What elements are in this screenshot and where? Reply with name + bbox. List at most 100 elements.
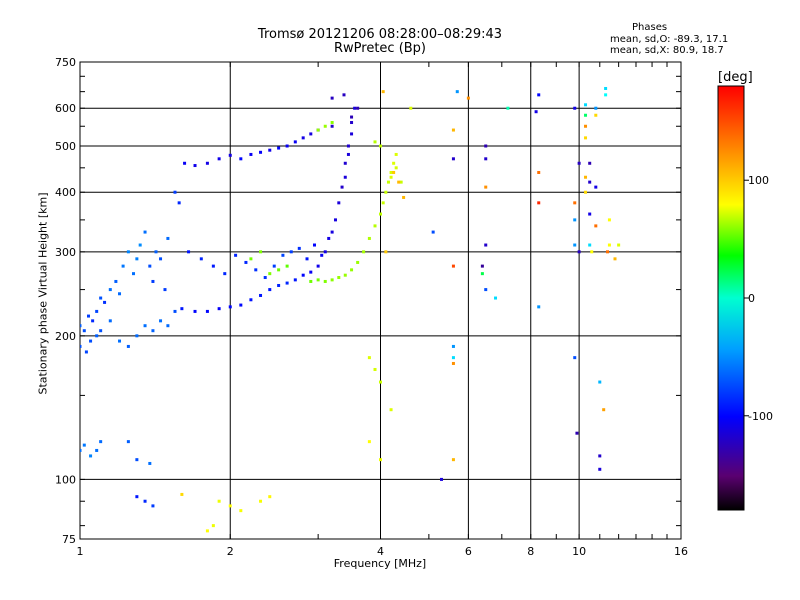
data-point [228, 504, 232, 508]
data-point [312, 243, 316, 247]
colorbar-tick-label: 0 [748, 292, 755, 305]
data-point [451, 458, 455, 462]
data-point [80, 324, 82, 328]
data-point [154, 250, 158, 254]
data-point [327, 236, 331, 240]
data-point [431, 230, 435, 234]
data-point [126, 440, 130, 444]
data-point [394, 166, 398, 170]
data-point [594, 113, 598, 117]
data-point [199, 257, 203, 261]
data-point [577, 250, 581, 254]
data-point [330, 230, 334, 234]
data-point [249, 152, 253, 156]
data-point [91, 319, 95, 323]
data-point [379, 212, 382, 216]
data-point [584, 136, 588, 140]
data-point [480, 272, 484, 276]
y-tick-label: 100 [55, 473, 76, 486]
data-point [594, 106, 598, 110]
data-point [606, 250, 610, 254]
data-point [494, 296, 498, 300]
colorbar-unit-label: [deg] [718, 70, 753, 85]
data-point [183, 161, 187, 165]
data-point [135, 257, 139, 261]
data-point [537, 170, 541, 174]
data-point [584, 103, 588, 107]
data-point [402, 195, 406, 199]
data-point [584, 124, 588, 128]
y-tick-label: 300 [55, 246, 76, 259]
data-point [340, 185, 344, 189]
data-point [95, 334, 99, 338]
data-point [330, 121, 334, 125]
data-point [289, 250, 293, 254]
data-point [211, 524, 215, 528]
data-point [577, 161, 581, 165]
data-point [259, 293, 263, 297]
data-point [285, 264, 289, 268]
data-point [588, 243, 592, 247]
data-point [293, 278, 297, 282]
data-point [108, 288, 112, 292]
data-point [268, 495, 272, 499]
data-point [343, 273, 347, 277]
data-point [126, 344, 130, 348]
data-point [173, 309, 177, 313]
y-tick-label: 600 [55, 102, 76, 115]
data-point [193, 309, 197, 313]
data-point [346, 152, 350, 156]
data-point [138, 243, 142, 247]
data-point [277, 268, 281, 272]
colorbar-ticks: 100 0 -100 [744, 174, 773, 423]
data-point [95, 448, 99, 452]
data-point [249, 257, 253, 261]
data-point [613, 257, 617, 261]
data-point [316, 128, 320, 132]
data-point [211, 264, 215, 268]
data-point [297, 246, 301, 250]
data-point [254, 268, 258, 272]
data-point [277, 146, 281, 150]
data-point [234, 253, 238, 257]
data-point [180, 307, 184, 311]
data-point [617, 243, 621, 247]
data-point [309, 132, 313, 136]
data-point [343, 161, 347, 165]
data-point [263, 276, 267, 280]
data-point [343, 175, 347, 179]
data-point [333, 218, 337, 222]
data-point [268, 272, 272, 276]
data-point [466, 96, 470, 100]
axis-ticks [79, 61, 682, 539]
data-point [379, 380, 382, 384]
data-point [103, 300, 107, 304]
data-point [99, 329, 103, 333]
data-point [604, 93, 608, 97]
data-point [451, 361, 455, 365]
data-point [394, 152, 398, 156]
data-point [148, 461, 152, 465]
data-point [135, 334, 139, 338]
data-point [573, 243, 577, 247]
data-point [285, 281, 289, 285]
data-point [590, 250, 594, 254]
data-point [367, 440, 371, 444]
data-point [239, 157, 243, 161]
data-point [484, 157, 488, 161]
data-point [534, 110, 538, 114]
colorbar [717, 85, 745, 511]
data-point [99, 440, 103, 444]
data-point [584, 190, 588, 194]
data-point [323, 250, 327, 254]
data-point [193, 164, 197, 168]
data-point [84, 350, 88, 354]
data-point [151, 504, 155, 508]
data-point [451, 356, 455, 360]
y-tick-label: 75 [62, 533, 76, 546]
data-point [389, 170, 393, 174]
data-point [309, 279, 313, 283]
data-point [537, 93, 541, 97]
data-point [323, 124, 327, 128]
data-point [228, 153, 232, 157]
